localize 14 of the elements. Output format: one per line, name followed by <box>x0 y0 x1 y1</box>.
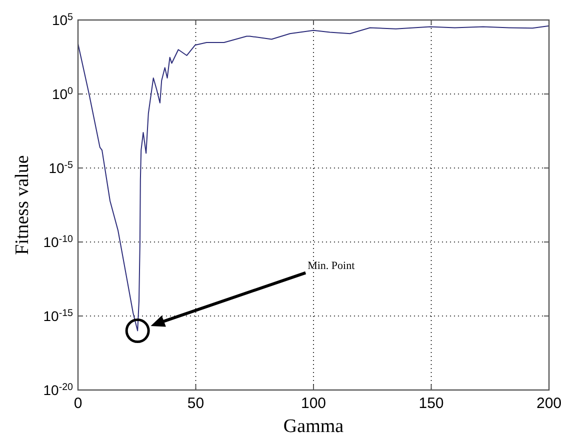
y-tick-label: 10$^{-5}$ <box>48 160 74 176</box>
x-axis-title: Gamma <box>283 416 344 436</box>
y-tick-label: 10$^{5}$ <box>52 12 74 28</box>
y-axis-title: Fitness value <box>12 155 33 255</box>
y-tick-label: 10$^{0}$ <box>52 86 74 102</box>
y-tick-label: 10$^{-20}$ <box>43 382 74 398</box>
y-tick-label: 10$^{-15}$ <box>43 308 74 324</box>
annotation: Min. Point <box>308 260 355 272</box>
x-tick-label: 100 <box>300 395 326 412</box>
y-tick-label: 10$^{-10}$ <box>43 234 74 250</box>
x-tick-label: 200 <box>536 395 561 412</box>
x-tick-label: 150 <box>418 395 444 412</box>
x-tick-label: 0 <box>74 395 82 412</box>
x-tick-label: 50 <box>187 395 204 412</box>
